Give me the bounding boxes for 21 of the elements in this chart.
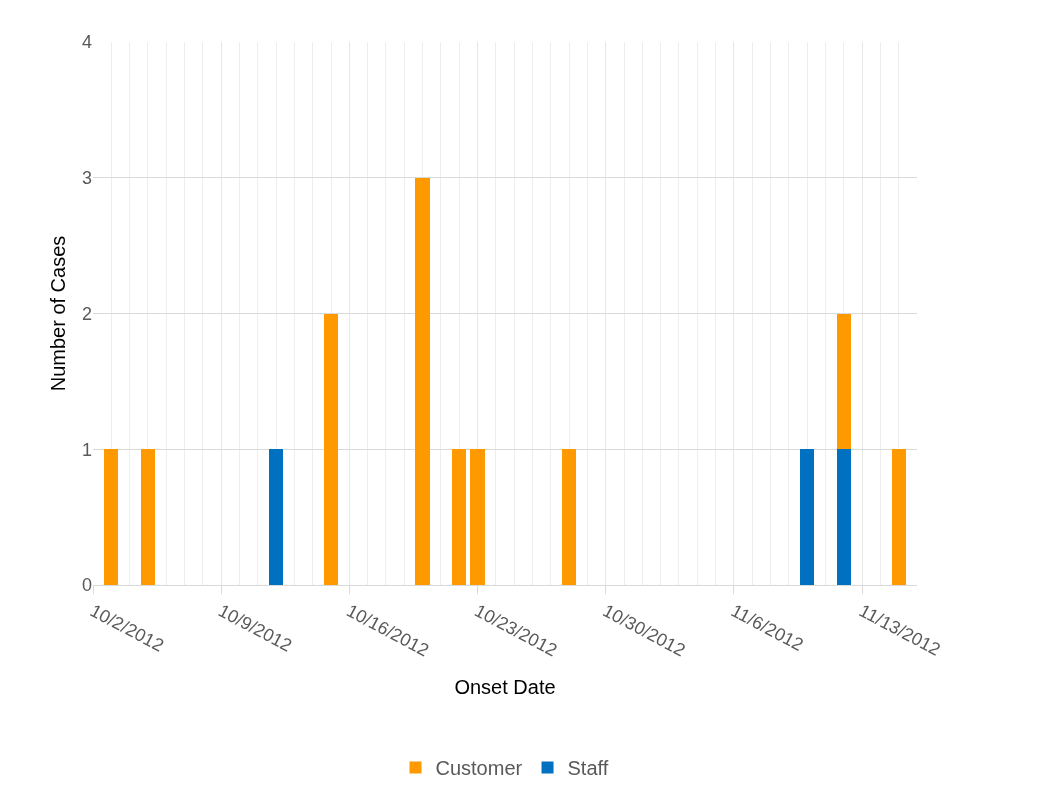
y-tick-label: 0 [81, 575, 92, 596]
bar [470, 449, 485, 585]
y-tick-label: 2 [81, 303, 92, 324]
x-axis-title: Onset Date [454, 675, 556, 698]
bar [799, 449, 815, 585]
bar [891, 449, 906, 585]
legend-label: Customer [435, 757, 523, 780]
bar [268, 449, 284, 585]
y-axis-title: Number of Cases [47, 235, 70, 392]
y-tick-label: 3 [81, 168, 92, 189]
bar [836, 449, 851, 585]
bar [104, 449, 119, 585]
bar [415, 177, 430, 585]
bar [452, 449, 467, 585]
bar [836, 313, 851, 450]
bar [140, 449, 156, 585]
y-tick-label: 4 [81, 32, 92, 53]
bar [561, 449, 577, 585]
bar [323, 313, 339, 585]
legend-label: Staff [567, 757, 609, 780]
y-tick-label: 1 [81, 439, 92, 460]
